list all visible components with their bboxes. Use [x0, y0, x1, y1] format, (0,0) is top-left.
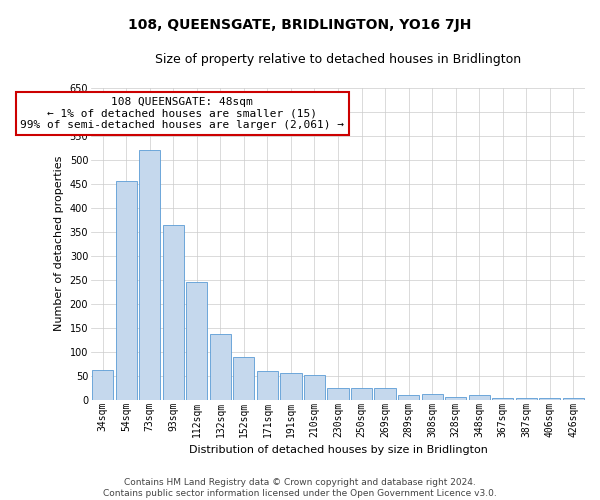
Bar: [186, 282, 208, 400]
Bar: [515, 398, 537, 400]
X-axis label: Distribution of detached houses by size in Bridlington: Distribution of detached houses by size …: [188, 445, 487, 455]
Bar: [328, 388, 349, 400]
Bar: [469, 395, 490, 400]
Text: 108, QUEENSGATE, BRIDLINGTON, YO16 7JH: 108, QUEENSGATE, BRIDLINGTON, YO16 7JH: [128, 18, 472, 32]
Title: Size of property relative to detached houses in Bridlington: Size of property relative to detached ho…: [155, 52, 521, 66]
Bar: [92, 370, 113, 400]
Bar: [304, 374, 325, 400]
Bar: [422, 394, 443, 400]
Bar: [139, 150, 160, 400]
Bar: [398, 394, 419, 400]
Bar: [351, 388, 372, 400]
Bar: [563, 398, 584, 400]
Bar: [539, 398, 560, 400]
Bar: [445, 397, 466, 400]
Bar: [280, 372, 302, 400]
Text: 108 QUEENSGATE: 48sqm
← 1% of detached houses are smaller (15)
99% of semi-detac: 108 QUEENSGATE: 48sqm ← 1% of detached h…: [20, 97, 344, 130]
Bar: [210, 334, 231, 400]
Bar: [163, 224, 184, 400]
Bar: [233, 357, 254, 400]
Y-axis label: Number of detached properties: Number of detached properties: [54, 156, 64, 332]
Bar: [116, 182, 137, 400]
Bar: [492, 398, 513, 400]
Bar: [374, 388, 395, 400]
Text: Contains HM Land Registry data © Crown copyright and database right 2024.
Contai: Contains HM Land Registry data © Crown c…: [103, 478, 497, 498]
Bar: [257, 370, 278, 400]
